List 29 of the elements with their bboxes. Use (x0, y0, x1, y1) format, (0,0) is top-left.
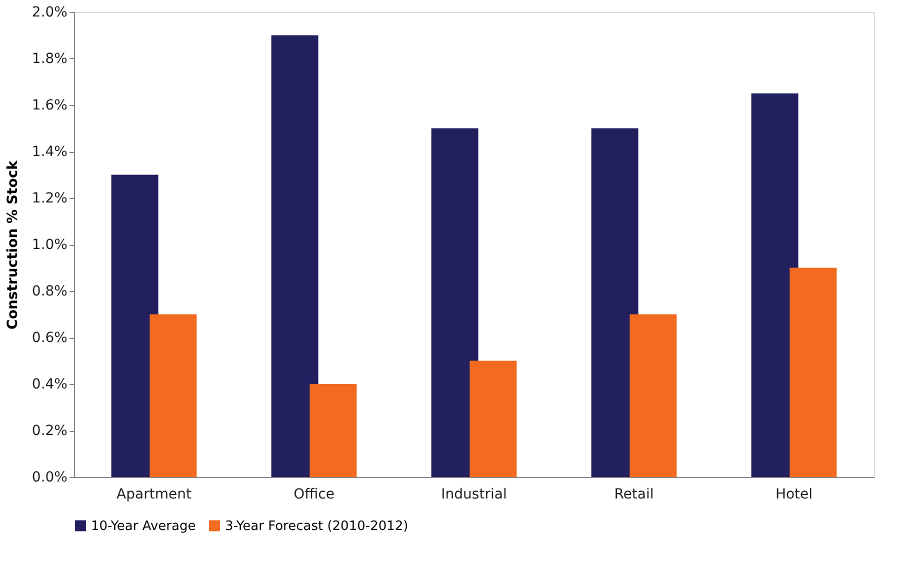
y-tick-label: 1.4% (32, 144, 68, 160)
bar (751, 93, 798, 477)
x-tick-label: Retail (614, 486, 654, 502)
legend-label: 10-Year Average (91, 518, 196, 534)
x-tick-label: Apartment (116, 486, 192, 502)
y-tick-label: 0.2% (32, 423, 68, 439)
bar (271, 35, 318, 477)
y-axis-title: Construction % Stock (4, 160, 21, 330)
y-tick-label: 0.6% (32, 330, 68, 346)
x-tick-label: Industrial (441, 486, 507, 502)
y-tick-label: 1.0% (32, 237, 68, 253)
y-tick-label: 0.4% (32, 376, 68, 392)
legend-label: 3-Year Forecast (2010-2012) (225, 518, 408, 534)
bar (431, 128, 478, 477)
bar (591, 128, 638, 477)
y-tick-label: 1.2% (32, 190, 68, 206)
bar (470, 360, 517, 477)
y-tick-label: 1.6% (32, 98, 68, 114)
bar (630, 314, 677, 477)
y-tick-label: 1.8% (32, 51, 68, 67)
y-tick-label: 0.0% (32, 470, 68, 486)
bar (790, 268, 837, 477)
x-tick-label: Office (294, 486, 334, 502)
x-tick-label: Hotel (775, 486, 813, 502)
bar (111, 174, 158, 477)
y-tick-label: 0.8% (32, 284, 68, 300)
bar (310, 384, 357, 477)
bar (150, 314, 197, 477)
y-tick-label: 2.0% (32, 4, 68, 20)
